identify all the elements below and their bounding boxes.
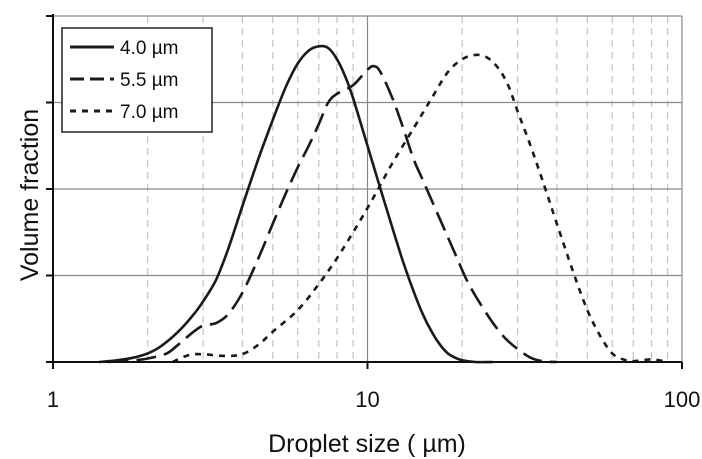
x-tick-label: 1 [47, 387, 59, 412]
series-line-3 [172, 53, 668, 364]
legend-label-1: 4.0 µm [120, 38, 178, 59]
legend-box [61, 27, 213, 133]
axes [46, 14, 683, 369]
tick-labels: 1 10 100 [47, 387, 700, 412]
grid-lines [53, 15, 683, 362]
legend: 4.0 µm 5.5 µm 7.0 µm [61, 27, 213, 133]
x-axis-title: Droplet size ( µm) [268, 430, 466, 458]
series-lines [98, 44, 668, 364]
x-tick-label: 100 [664, 387, 701, 412]
series-line-1 [98, 44, 493, 364]
y-axis-title: Volume fraction [16, 109, 44, 281]
legend-label-2: 5.5 µm [120, 70, 178, 91]
legend-label-3: 7.0 µm [120, 102, 178, 123]
series-line-2 [108, 64, 557, 364]
x-tick-label: 10 [355, 387, 379, 412]
